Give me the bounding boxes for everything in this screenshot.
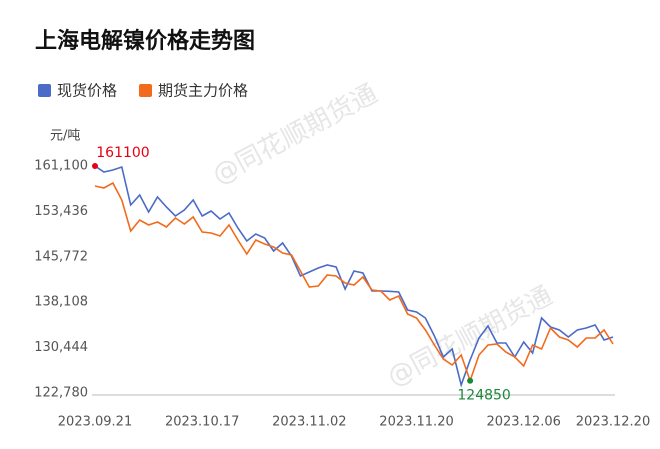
y-tick-label: 138,108	[34, 295, 88, 310]
y-tick-label: 122,780	[34, 386, 88, 401]
y-axis-label: 元/吨	[50, 129, 80, 144]
watermark: @同花顺期货通	[383, 281, 558, 393]
x-tick-label: 2023.11.02	[272, 415, 346, 430]
x-tick-label: 2023.09.21	[58, 415, 132, 430]
legend-swatch	[38, 84, 51, 97]
legend-label: 现货价格	[57, 82, 117, 100]
chart-title: 上海电解镍价格走势图	[35, 28, 255, 54]
y-tick-label: 153,436	[34, 204, 88, 219]
y-tick-label: 145,772	[34, 249, 88, 264]
y-tick-label: 161,100	[34, 159, 88, 174]
x-tick-label: 2023.12.06	[486, 415, 560, 430]
legend-swatch	[139, 84, 153, 97]
x-tick-label: 2023.11.20	[379, 415, 453, 430]
annotation-dot	[92, 163, 98, 169]
legend-label: 期货主力价格	[158, 82, 248, 100]
annotation-dot	[467, 377, 474, 384]
y-tick-label: 130,444	[34, 340, 88, 355]
series-line	[94, 181, 614, 384]
x-tick-label: 2023.12.20	[576, 415, 650, 430]
x-tick-label: 2023.10.17	[165, 415, 239, 430]
annotation-label: 161100	[96, 145, 149, 161]
series-line	[94, 165, 614, 388]
annotation-label: 124850	[457, 388, 510, 404]
